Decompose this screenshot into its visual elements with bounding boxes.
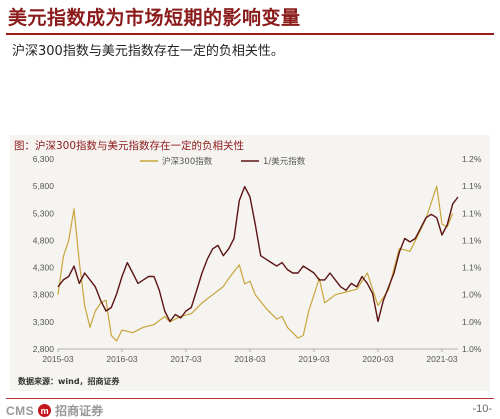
page-number: -10-: [472, 403, 492, 415]
y-left-tick-label: 4,800: [33, 235, 55, 245]
footer-divider: [6, 398, 494, 399]
page-title: 美元指数成为市场短期的影响变量: [8, 7, 301, 29]
x-tick-label: 2019-03: [298, 354, 329, 364]
y-left-tick-label: 5,300: [33, 208, 55, 218]
x-tick-label: 2017-03: [170, 354, 201, 364]
y-right-tick-label: 1.2%: [462, 154, 482, 164]
y-right-tick-label: 1.0%: [462, 344, 482, 354]
data-source: 数据来源：wind，招商证券: [18, 377, 120, 386]
x-tick-label: 2020-03: [362, 354, 393, 364]
y-left-tick-label: 4,300: [33, 263, 55, 273]
y-right-tick-label: 1.1%: [462, 263, 482, 273]
title-divider: [6, 33, 494, 35]
y-left-tick-label: 5,800: [33, 181, 55, 191]
y-left-tick-label: 6,300: [33, 154, 55, 164]
y-left-tick-label: 3,800: [33, 290, 55, 300]
x-tick-label: 2016-03: [106, 354, 137, 364]
logo-mark-icon: m: [38, 404, 52, 417]
logo-text-en: CMS: [6, 403, 35, 418]
figure-caption: 图：沪深300指数与美元指数存在一定的负相关性: [14, 140, 245, 152]
x-tick-label: 2015-03: [42, 354, 73, 364]
chart-panel: [10, 135, 490, 391]
series-line-csi300: [57, 185, 454, 342]
brand-logo: CMS m 招商证券: [6, 402, 103, 419]
series-line-usd-inverse: [57, 185, 459, 323]
y-right-tick-label: 1.1%: [462, 208, 482, 218]
legend-label-usd-inverse: 1/美元指数: [263, 156, 306, 167]
y-right-tick-label: 1.0%: [462, 317, 482, 327]
logo-text-cn: 招商证券: [55, 404, 104, 418]
y-right-tick-label: 1.0%: [462, 290, 482, 300]
legend-label-csi300: 沪深300指数: [162, 156, 213, 167]
y-left-tick-label: 3,300: [33, 317, 55, 327]
x-tick-label: 2021-03: [426, 354, 457, 364]
page-subtitle: 沪深300指数与美元指数存在一定的负相关性。: [12, 44, 284, 59]
x-tick-label: 2018-03: [234, 354, 265, 364]
y-right-tick-label: 1.1%: [462, 181, 482, 191]
y-right-tick-label: 1.1%: [462, 235, 482, 245]
y-left-tick-label: 2,800: [33, 344, 55, 354]
